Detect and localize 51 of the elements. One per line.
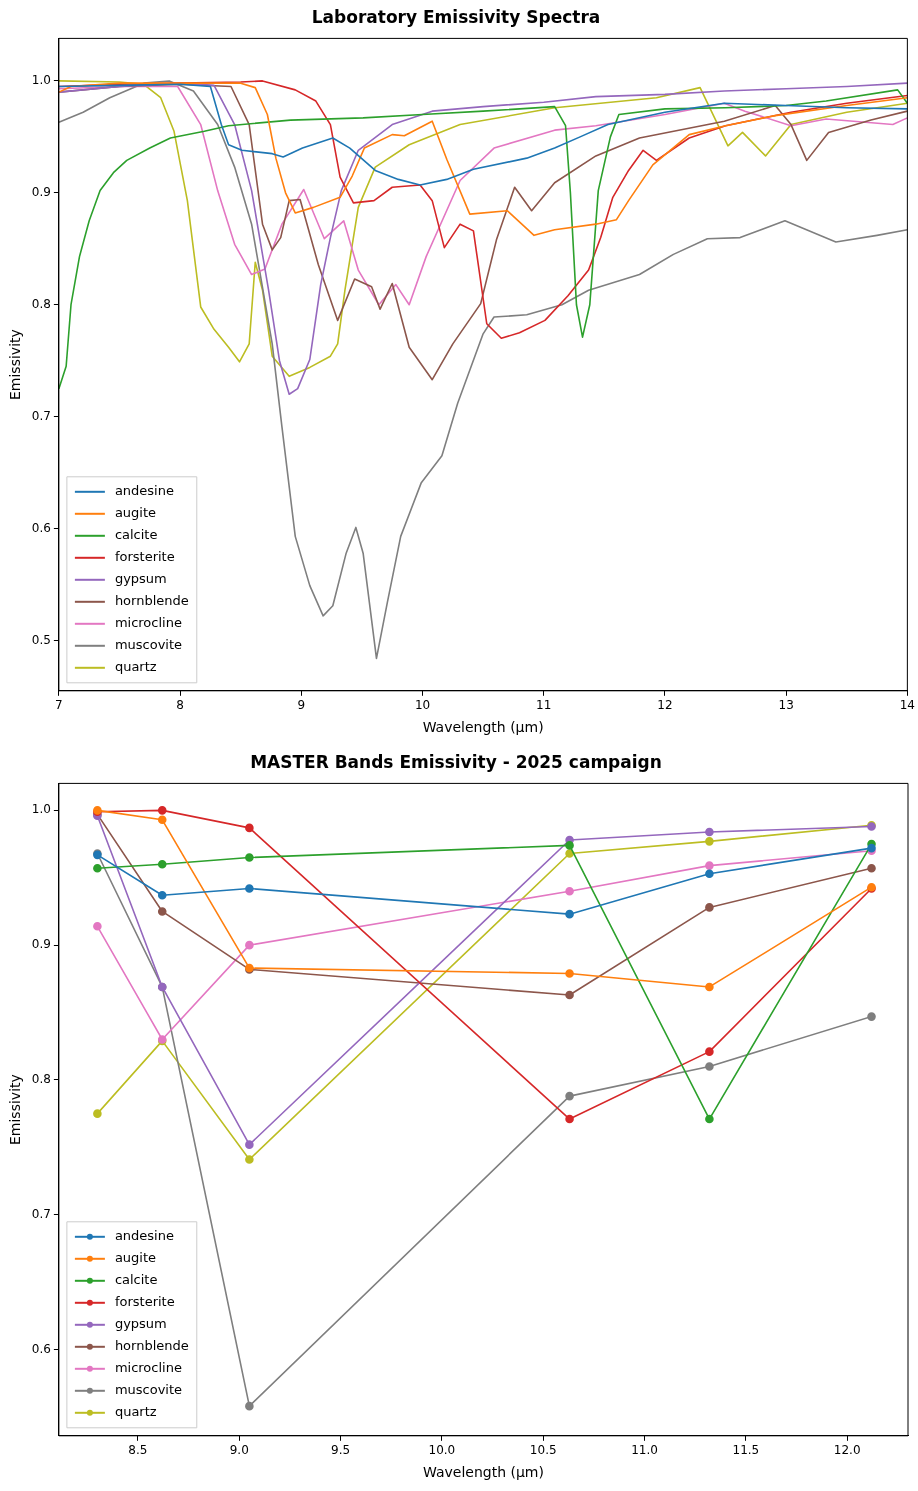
x-tick-label: 10 — [414, 698, 431, 713]
x-tick-label: 10.0 — [428, 1443, 456, 1458]
x-tick-label: 11 — [536, 698, 552, 713]
legend-label: augite — [114, 505, 157, 521]
y-tick-label: 0.6 — [31, 520, 51, 535]
chart-title: Laboratory Emissivity Spectra — [311, 6, 601, 27]
chart-title: MASTER Bands Emissivity - 2025 campaign — [250, 751, 662, 772]
x-tick-label: 11.5 — [732, 1443, 760, 1458]
x-tick-label: 11.0 — [631, 1443, 658, 1458]
legend-label: andesine — [114, 1228, 174, 1244]
legend-label: muscovite — [114, 1382, 183, 1398]
x-axis-title: Wavelength (µm) — [422, 719, 544, 736]
legend-label: calcite — [114, 527, 158, 543]
x-tick-label: 7 — [55, 698, 63, 713]
y-tick-label: 1.0 — [31, 802, 51, 817]
y-axis-title: Emissivity — [7, 1074, 24, 1146]
legend-label: muscovite — [114, 637, 183, 653]
legend-label: hornblende — [114, 593, 189, 609]
x-tick-label: 8 — [176, 698, 184, 713]
y-tick-label: 0.7 — [31, 1206, 51, 1221]
x-tick-label: 10.5 — [529, 1443, 557, 1458]
y-tick-label: 1.0 — [31, 73, 51, 88]
legend-label: gypsum — [114, 571, 167, 587]
legend-label: microcline — [114, 1360, 182, 1376]
legend-label: andesine — [114, 483, 174, 499]
y-tick-label: 0.5 — [31, 632, 51, 647]
x-tick-label: 8.5 — [128, 1443, 148, 1458]
x-tick-label: 9.0 — [229, 1443, 249, 1458]
legend-label: forsterite — [114, 1294, 175, 1310]
y-tick-label: 0.8 — [31, 296, 51, 311]
legend-label: microcline — [114, 615, 182, 631]
x-tick-label: 14 — [899, 698, 916, 713]
x-tick-label: 13 — [778, 698, 794, 713]
y-axis-title: Emissivity — [7, 329, 24, 401]
legend-label: gypsum — [114, 1316, 167, 1332]
x-axis-title: Wavelength (µm) — [422, 1464, 544, 1481]
legend-label: calcite — [114, 1272, 158, 1288]
legend-label: hornblende — [114, 1338, 189, 1354]
y-tick-label: 0.8 — [31, 1072, 51, 1087]
x-tick-label: 12.0 — [833, 1443, 861, 1458]
y-tick-label: 0.9 — [31, 937, 51, 952]
x-tick-label: 9 — [297, 698, 306, 713]
legend-label: quartz — [114, 1404, 157, 1420]
x-tick-label: 12 — [657, 698, 673, 713]
legend-label: augite — [114, 1250, 157, 1266]
y-tick-label: 0.7 — [31, 408, 51, 423]
x-tick-label: 9.5 — [331, 1443, 351, 1458]
y-tick-label: 0.9 — [31, 184, 51, 199]
legend-label: quartz — [114, 659, 157, 675]
y-tick-label: 0.6 — [31, 1341, 51, 1356]
legend-label: forsterite — [114, 549, 175, 565]
